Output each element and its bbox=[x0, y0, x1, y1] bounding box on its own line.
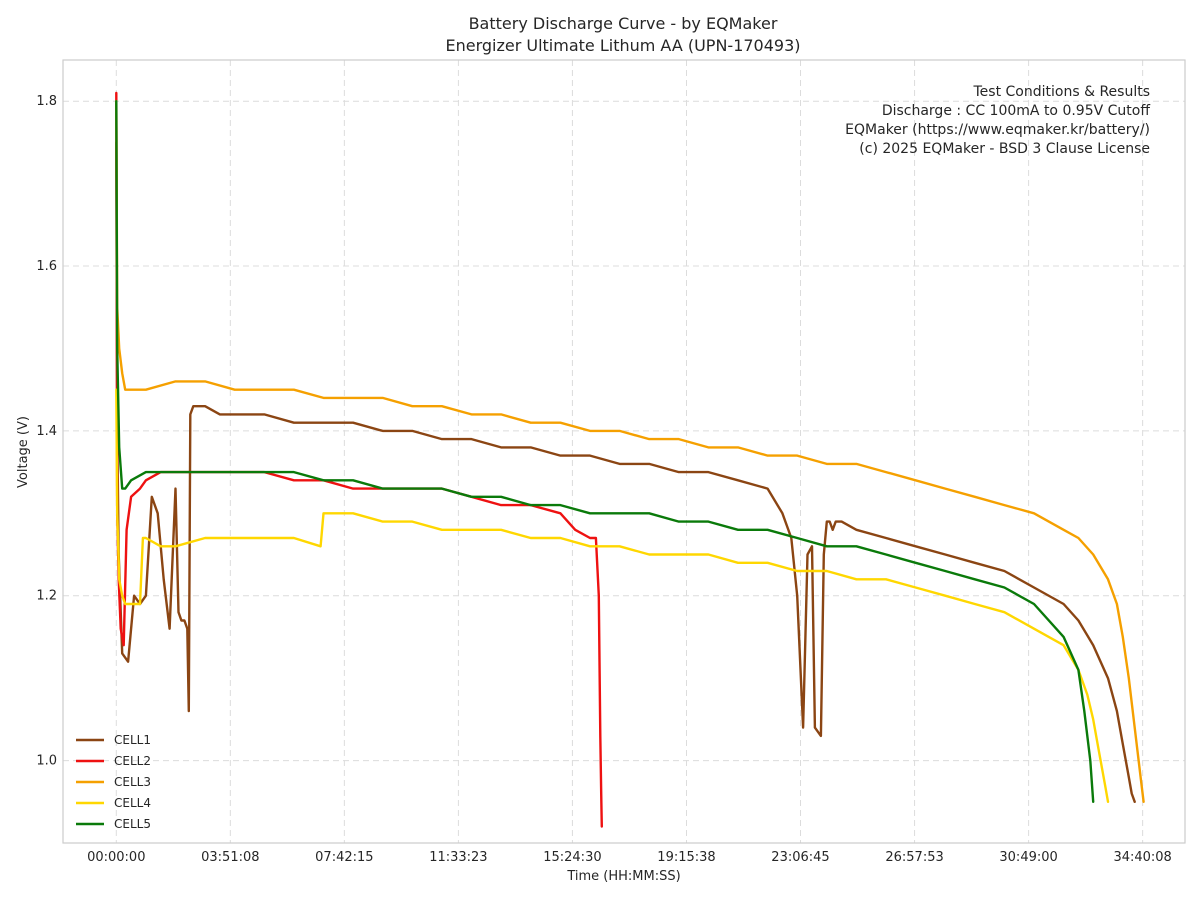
series-line-cell5 bbox=[115, 99, 1095, 803]
x-tick-label: 34:40:08 bbox=[1113, 850, 1171, 865]
x-tick-label: 15:24:30 bbox=[543, 850, 601, 865]
series-line-cell4 bbox=[115, 388, 1110, 803]
x-tick-label: 07:42:15 bbox=[315, 850, 373, 865]
annotation-license: (c) 2025 EQMaker - BSD 3 Clause License bbox=[859, 141, 1150, 157]
y-tick-label: 1.6 bbox=[36, 259, 57, 274]
grid bbox=[63, 60, 1185, 843]
y-axis-ticks: 1.0 1.2 1.4 1.6 1.8 bbox=[36, 94, 57, 768]
legend-label: CELL2 bbox=[114, 754, 151, 768]
legend-label: CELL1 bbox=[114, 733, 151, 747]
annotation-discharge: Discharge : CC 100mA to 0.95V Cutoff bbox=[882, 103, 1151, 119]
legend-label: CELL5 bbox=[114, 817, 151, 831]
y-axis-label: Voltage (V) bbox=[16, 416, 31, 488]
x-axis-label: Time (HH:MM:SS) bbox=[566, 869, 680, 884]
x-axis-ticks: 00:00:00 03:51:08 07:42:15 11:33:23 15:24:30… bbox=[87, 850, 1172, 865]
series-lines bbox=[115, 91, 1145, 828]
y-tick-label: 1.2 bbox=[36, 589, 57, 604]
x-tick-label: 19:15:38 bbox=[657, 850, 715, 865]
x-tick-label: 26:57:53 bbox=[885, 850, 943, 865]
y-tick-label: 1.8 bbox=[36, 94, 57, 109]
annotation-heading: Test Conditions & Results bbox=[973, 84, 1151, 100]
x-tick-label: 23:06:45 bbox=[771, 850, 829, 865]
legend: CELL1 CELL2 CELL3 CELL4 CELL5 bbox=[76, 733, 151, 831]
series-line-cell1 bbox=[115, 141, 1136, 803]
series-line-cell3 bbox=[115, 99, 1145, 803]
y-tick-label: 1.0 bbox=[36, 754, 57, 769]
x-tick-label: 11:33:23 bbox=[429, 850, 487, 865]
chart-subtitle: Energizer Ultimate Lithum AA (UPN-170493… bbox=[445, 36, 800, 55]
annotation-box: Test Conditions & Results Discharge : CC… bbox=[845, 84, 1150, 157]
x-tick-label: 00:00:00 bbox=[87, 850, 145, 865]
y-tick-label: 1.4 bbox=[36, 424, 57, 439]
legend-label: CELL3 bbox=[114, 775, 151, 789]
plot-frame bbox=[62, 59, 1186, 844]
annotation-source: EQMaker (https://www.eqmaker.kr/battery/… bbox=[845, 122, 1150, 138]
chart-title: Battery Discharge Curve - by EQMaker bbox=[469, 14, 778, 33]
legend-label: CELL4 bbox=[114, 796, 151, 810]
x-tick-label: 03:51:08 bbox=[201, 850, 259, 865]
x-tick-label: 30:49:00 bbox=[999, 850, 1057, 865]
